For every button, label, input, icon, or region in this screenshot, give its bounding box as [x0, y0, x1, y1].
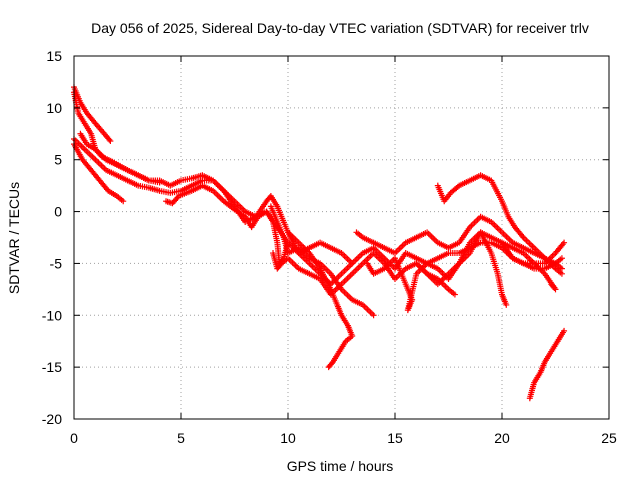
- series-track-14: [499, 239, 568, 267]
- x-tick-label: 25: [601, 430, 617, 446]
- x-tick-label: 0: [70, 430, 78, 446]
- data-point: [561, 239, 568, 246]
- y-tick-label: -15: [42, 359, 62, 375]
- x-tick-label: 20: [494, 430, 510, 446]
- series-track-15: [526, 327, 568, 402]
- y-tick-label: 0: [54, 204, 62, 220]
- x-axis-label: GPS time / hours: [287, 458, 394, 474]
- data-points: [71, 84, 568, 402]
- x-tick-label: 5: [177, 430, 185, 446]
- data-point: [558, 255, 565, 262]
- y-tick-label: 15: [46, 48, 62, 64]
- data-point: [558, 270, 565, 277]
- chart-title: Day 056 of 2025, Sidereal Day-to-day VTE…: [91, 20, 589, 36]
- series-track-12: [413, 229, 510, 308]
- plot-frame: [73, 55, 610, 420]
- series-track-13: [434, 172, 565, 272]
- data-point: [325, 364, 332, 371]
- y-tick-label: -5: [50, 255, 63, 271]
- data-point: [120, 198, 127, 205]
- y-tick-label: 10: [46, 100, 62, 116]
- data-point: [503, 301, 510, 308]
- grid: [74, 56, 609, 419]
- data-point: [548, 281, 555, 288]
- data-point: [107, 138, 114, 145]
- data-point: [558, 265, 565, 272]
- data-point: [106, 136, 113, 143]
- y-tick-label: 5: [54, 152, 62, 168]
- x-tick-label: 10: [280, 430, 296, 446]
- series-track-6: [163, 182, 565, 272]
- series-track-10: [353, 213, 565, 277]
- series-track-4: [71, 141, 127, 205]
- data-point: [451, 291, 458, 298]
- y-tick-label: -20: [42, 411, 62, 427]
- data-point: [549, 282, 556, 289]
- x-tick-label: 15: [387, 430, 403, 446]
- data-point: [370, 312, 377, 319]
- y-tick-label: -10: [42, 307, 62, 323]
- data-point: [326, 362, 333, 369]
- axis-ticks: 0 5 10 15 20 25 -20 -15 -10 -5 0 5 10 15: [42, 48, 617, 446]
- data-point: [561, 327, 568, 334]
- series-track-3: [71, 135, 356, 288]
- y-axis-label: SDTVAR / TECUs: [6, 182, 22, 294]
